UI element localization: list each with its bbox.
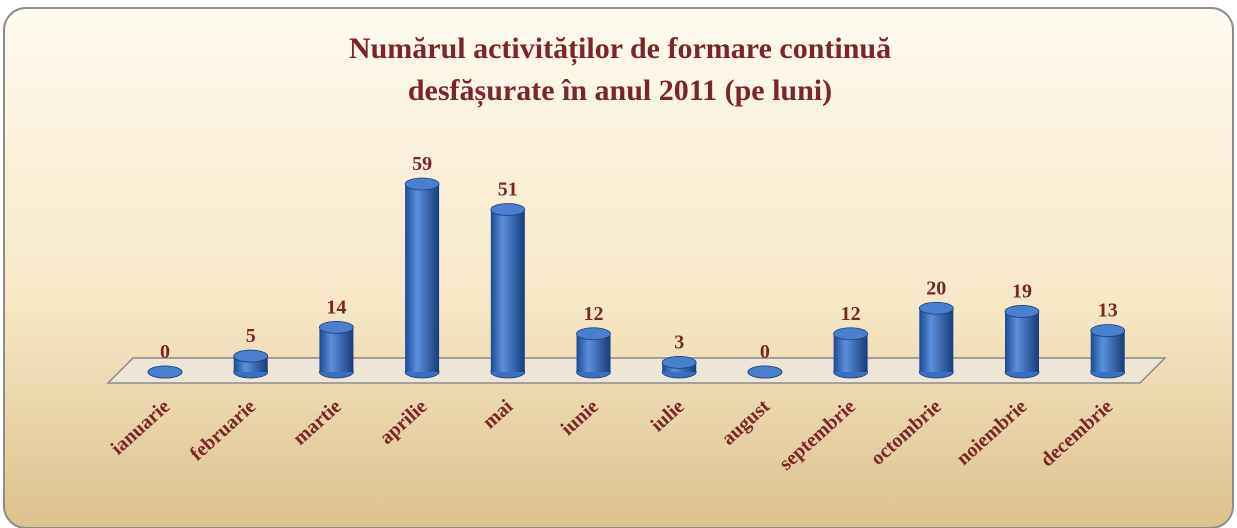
bar-body — [919, 308, 954, 372]
bar-top — [1004, 305, 1040, 318]
bar-body — [405, 184, 440, 372]
bar-top — [833, 327, 868, 341]
bar-body — [490, 209, 525, 372]
data-label: 14 — [326, 296, 346, 318]
bar — [576, 327, 611, 379]
bar-top — [661, 356, 697, 369]
bar — [233, 349, 269, 379]
chart-title: desfășurate în anul 2011 (pe luni) — [408, 74, 832, 108]
bar — [833, 327, 868, 379]
bar-top — [490, 203, 526, 216]
bar-body — [1005, 311, 1039, 372]
bar-top — [1090, 324, 1126, 337]
data-label: 5 — [246, 325, 256, 347]
data-label: 12 — [841, 303, 861, 325]
data-label: 13 — [1098, 300, 1118, 322]
panel — [3, 7, 1234, 528]
chart-title: Numărul activităților de formare continu… — [349, 32, 891, 66]
data-label: 12 — [584, 303, 604, 325]
data-label: 59 — [412, 153, 432, 175]
bar — [404, 177, 440, 379]
bar — [490, 203, 526, 379]
data-label: 19 — [1012, 280, 1032, 302]
bar — [747, 365, 783, 379]
bar-top — [576, 327, 611, 341]
bar-body — [319, 327, 354, 372]
bar — [1090, 324, 1126, 379]
bar-body — [1090, 330, 1125, 372]
bar — [318, 320, 354, 379]
bar-top — [147, 365, 183, 379]
floor — [106, 357, 1167, 384]
bar — [918, 301, 954, 379]
bar — [1004, 305, 1040, 379]
data-label: 51 — [498, 178, 518, 200]
bar — [661, 356, 697, 379]
data-label: 20 — [926, 277, 946, 299]
bar-top — [318, 320, 354, 334]
bar-top — [233, 349, 269, 363]
bar-top — [918, 301, 954, 315]
data-label: 0 — [160, 341, 170, 363]
data-label: 3 — [674, 331, 684, 353]
bar — [147, 365, 183, 379]
data-label: 0 — [760, 341, 770, 363]
bar-top — [747, 365, 783, 379]
bar-top — [404, 177, 440, 191]
